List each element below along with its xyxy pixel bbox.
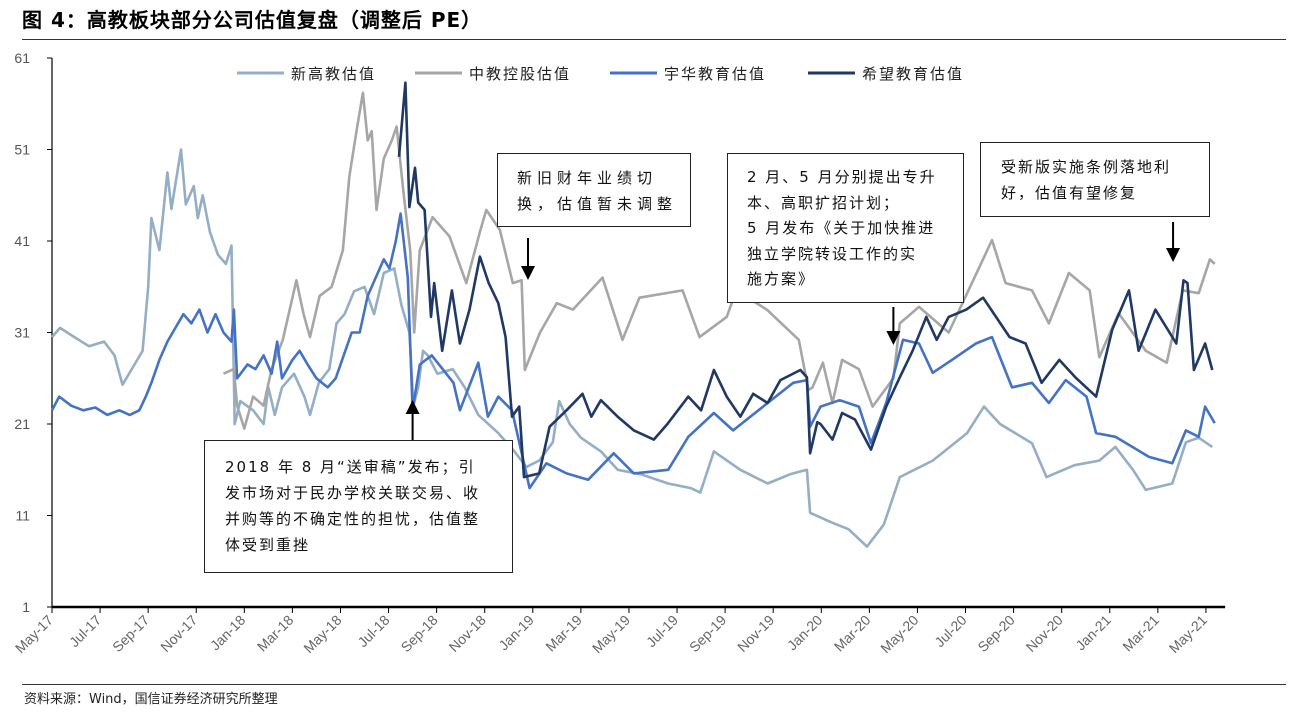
annotation-line: 独立学院转设工作的实	[747, 244, 918, 263]
series-line-中教控股估值	[222, 91, 1216, 430]
x-tick-label: Sep-18	[398, 612, 441, 655]
x-tick-label: Mar-19	[542, 612, 585, 655]
y-tick-label: 61	[14, 50, 30, 66]
y-tick-label: 31	[14, 325, 30, 341]
annotation-line: 施方案》	[747, 270, 816, 288]
figure-title: 图 4：高教板块部分公司估值复盘（调整后 PE）	[22, 8, 483, 32]
series-line-新高教估值	[51, 148, 1214, 548]
legend: 新高教估值 中教控股估值 宇华教育估值 希望教育估值	[237, 65, 964, 83]
y-tick-label: 1	[22, 599, 30, 615]
x-tick-label: Nov-20	[1023, 612, 1066, 655]
series-lines	[50, 81, 1216, 548]
annotation-line: 新旧财年业绩切	[517, 169, 658, 187]
annotation-box-2020-policy: 2 月、5 月分别提出专升 本、高职扩招计划； 5 月发布《关于加快推进 独立学…	[727, 153, 964, 303]
x-tick-label: Jul-20	[931, 612, 969, 650]
legend-label: 宇华教育估值	[664, 65, 766, 83]
annotation-box-2018-policy: 2018 年 8 月“送审稿”发布；引 发市场对于民办学校关联交易、收 并购等的…	[204, 440, 513, 573]
x-tick-label: Mar-18	[254, 612, 297, 655]
source-note: 资料来源：Wind，国信证券经济研究所整理	[24, 692, 278, 707]
annotation-line: 本、高职扩招计划；	[747, 193, 901, 212]
annotation-arrowhead	[886, 331, 901, 345]
bottom-rule	[22, 684, 1286, 685]
y-tick-label: 21	[14, 416, 30, 432]
x-tick-label: May-20	[877, 612, 921, 656]
annotation-line: 体受到重挫	[225, 536, 311, 554]
x-tick-label: Sep-20	[974, 612, 1017, 655]
y-tick-label: 11	[15, 508, 30, 524]
legend-label: 中教控股估值	[469, 65, 571, 83]
annotation-line: 发市场对于民办学校关联交易、收	[225, 484, 481, 502]
series-line-宇华教育估值	[50, 212, 1216, 490]
annotation-line: 受新版实施条例落地利	[1001, 158, 1172, 176]
annotation-box-fiscal-year: 新旧财年业绩切 换，估值暂未调整	[497, 153, 691, 227]
x-tick-label: Sep-19	[686, 612, 729, 655]
x-tick-label: May-17	[12, 612, 56, 656]
annotation-arrowhead	[520, 266, 535, 280]
annotation-line: 2018 年 8 月“送审稿”发布；引	[225, 458, 476, 476]
x-tick-label: Nov-18	[446, 612, 489, 655]
top-rule	[22, 39, 1286, 40]
x-tick-label: Sep-17	[109, 612, 152, 655]
y-tick-label: 41	[14, 233, 30, 249]
annotation-line: 5 月发布《关于加快推进	[747, 219, 936, 237]
x-tick-label: May-18	[300, 612, 344, 656]
annotation-arrows	[405, 222, 1181, 440]
series-line-希望教育估值	[397, 81, 1214, 479]
x-tick-label: Mar-20	[831, 612, 874, 655]
annotation-line: 好，估值有望修复	[1001, 184, 1138, 202]
x-tick-label: Nov-17	[157, 612, 200, 655]
x-tick-label: Jan-20	[784, 612, 826, 654]
annotation-arrowhead	[1166, 248, 1181, 262]
x-tick-label: Jul-19	[643, 612, 681, 650]
legend-label: 新高教估值	[291, 65, 376, 83]
annotation-line: 并购等的不确定性的担忧，估值整	[225, 510, 481, 528]
annotation-line: 2 月、5 月分别提出专升	[747, 168, 937, 186]
x-tick-label: Jan-18	[207, 612, 249, 654]
x-tick-label: Jan-19	[495, 612, 537, 654]
x-tick-label: Mar-21	[1119, 612, 1162, 655]
annotation-line: 换，估值暂未调整	[517, 195, 678, 213]
x-tick-label: Jul-17	[66, 612, 104, 650]
legend-label: 希望教育估值	[862, 65, 964, 83]
annotation-box-2021-regulation: 受新版实施条例落地利 好，估值有望修复	[980, 142, 1210, 217]
x-tick-label: May-19	[589, 612, 633, 656]
y-tick-label: 51	[14, 142, 30, 158]
x-tick-label: Nov-19	[734, 612, 777, 655]
x-tick-label: May-21	[1166, 612, 1210, 656]
x-tick-label: Jul-18	[354, 612, 392, 650]
annotation-arrowhead	[405, 400, 420, 414]
x-tick-label: Jan-21	[1072, 612, 1114, 654]
